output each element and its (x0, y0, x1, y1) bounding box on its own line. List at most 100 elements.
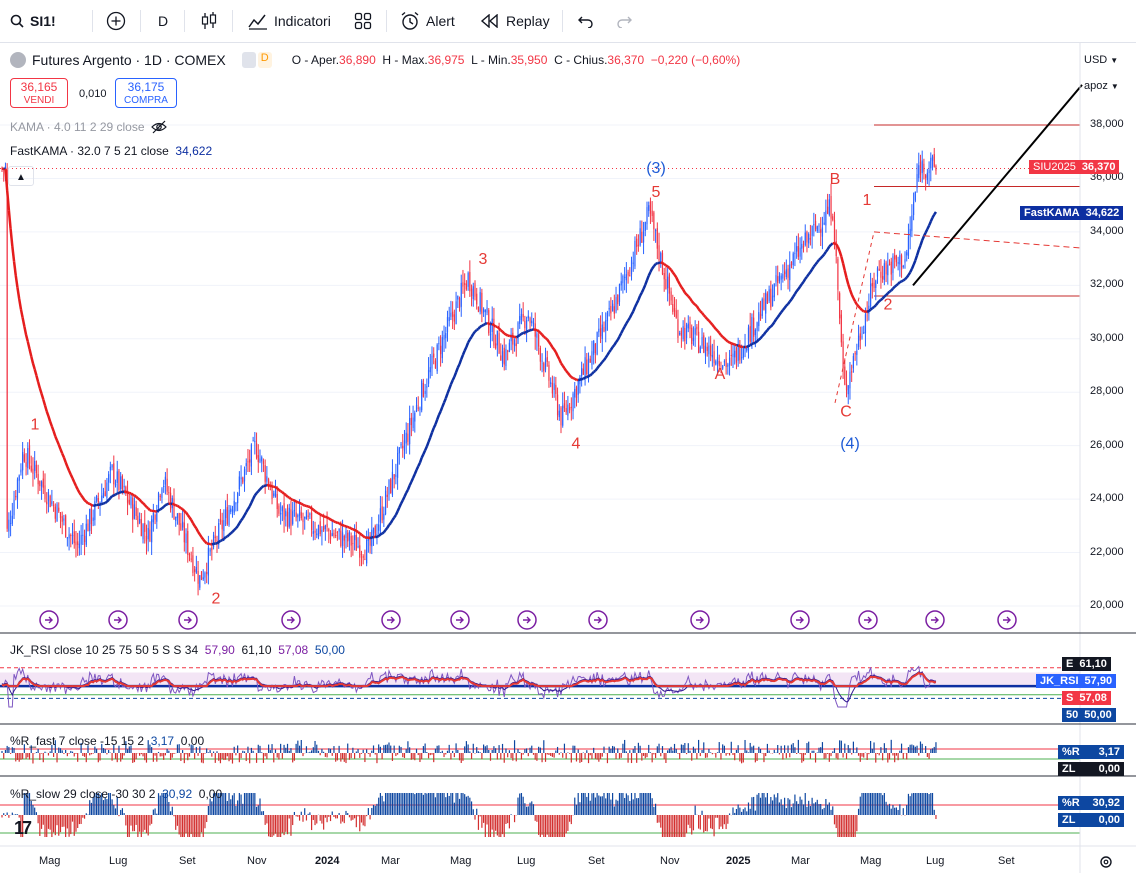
candle-body (462, 282, 464, 287)
event-marker-icon[interactable] (178, 610, 198, 630)
event-marker-icon[interactable] (450, 610, 470, 630)
add-symbol-button[interactable] (106, 0, 126, 42)
kama-segment (47, 415, 52, 422)
symbol-name: SI1! (30, 13, 56, 29)
kama-segment (873, 304, 877, 308)
event-marker-icon[interactable] (690, 610, 710, 630)
indicators-label: Indicatori (274, 13, 331, 29)
redo-button[interactable] (616, 0, 632, 42)
candle-body (262, 461, 265, 464)
currency-selector[interactable]: USD ▼ (1084, 54, 1119, 66)
kama-segment (157, 508, 161, 512)
wr-slow-tag: %R 30,92 (1058, 796, 1124, 810)
rsi-tag: JK_RSI 57,90 (1036, 674, 1117, 688)
candle-body (809, 237, 811, 240)
candle-body (747, 327, 750, 351)
event-marker-icon[interactable] (517, 610, 537, 630)
replay-button[interactable]: Replay (480, 0, 550, 42)
candle-body (883, 263, 885, 280)
kama-segment (630, 310, 635, 316)
candle-body (723, 361, 725, 363)
candle-body (427, 370, 430, 384)
kama-segment (586, 375, 590, 379)
candle-body (434, 360, 437, 369)
event-marker-icon[interactable] (39, 610, 59, 630)
kama-segment (52, 430, 57, 437)
candle-body (247, 461, 249, 463)
candle-body (317, 524, 320, 537)
fastkama-price-tag[interactable]: FastKAMA 34,622 (1020, 206, 1124, 220)
kama-segment (897, 281, 901, 285)
event-marker-icon[interactable] (588, 610, 608, 630)
kama-segment (444, 393, 449, 399)
candle-body (751, 317, 753, 344)
last-price-tag[interactable]: SIU2025 36,370 (1029, 160, 1120, 174)
candle-body (885, 262, 887, 275)
candle-body (746, 347, 748, 351)
buy-button[interactable]: 36,175 COMPRA (115, 78, 177, 108)
candle-body (379, 508, 381, 523)
event-marker-icon[interactable] (925, 610, 945, 630)
kama-segment (132, 493, 135, 497)
sell-button[interactable]: 36,165 VENDI (10, 78, 68, 108)
kama-indicator-label[interactable]: KAMA · 4.0 11 2 29 close (10, 120, 167, 134)
indicators-button[interactable]: Indicatori (248, 0, 331, 42)
event-marker-icon[interactable] (790, 610, 810, 630)
kama-segment (841, 263, 847, 271)
sell-price: 36,165 (20, 80, 58, 94)
layouts-button[interactable] (354, 0, 372, 42)
candle-body (360, 553, 363, 555)
symbol-search[interactable]: SI1! (10, 0, 56, 42)
candle-body (73, 531, 75, 544)
candle-body (476, 293, 478, 305)
kama-segment (81, 496, 86, 501)
kama-segment (878, 298, 882, 303)
alert-button[interactable]: Alert (400, 0, 455, 42)
kama-segment (386, 524, 391, 529)
event-marker-icon[interactable] (997, 610, 1017, 630)
wr-fast-panel-label[interactable]: %R_fast 7 close -15 15 2 3,17 0,00 (10, 734, 205, 748)
kama-segment (321, 514, 325, 518)
kama-segment (394, 510, 399, 516)
collapse-legend-button[interactable]: ▲ (8, 166, 34, 186)
tradingview-logo-icon[interactable]: 17 (14, 818, 32, 838)
chart-canvas[interactable]: 1 2 3 4 5 (3) A B C (4) 1 2 (0, 43, 1136, 873)
rsi-red-overlay (1, 671, 937, 688)
kama-segment (907, 271, 912, 276)
event-marker-icon[interactable] (108, 610, 128, 630)
kama-segment (753, 341, 756, 345)
kama-segment (456, 363, 461, 369)
rsi-panel-label[interactable]: JK_RSI close 10 25 75 50 5 S S 34 57,90 … (10, 643, 345, 657)
interval-button[interactable]: D (158, 0, 168, 42)
candle-body (381, 506, 383, 521)
event-marker-icon[interactable] (858, 610, 878, 630)
kama-segment (821, 253, 826, 258)
candle-body (347, 532, 349, 542)
fastkama-indicator-label[interactable]: FastKAMA · 32.0 7 5 21 close 34,622 (10, 144, 213, 158)
kama-segment (554, 351, 559, 357)
candle-body (123, 485, 125, 488)
scale-mode-selector[interactable]: apoz ▼ (1084, 80, 1119, 92)
candle-body (429, 367, 431, 373)
candle-body (897, 262, 899, 264)
candle-body (121, 475, 123, 490)
event-marker-icon[interactable] (381, 610, 401, 630)
horizontal-levels (0, 124, 1080, 297)
eye-off-icon[interactable] (150, 120, 167, 134)
candle-body (870, 283, 872, 307)
chart-type-button[interactable] (200, 0, 218, 42)
kama-segment (756, 338, 760, 343)
kama-segment (500, 329, 504, 333)
wr-slow-panel-label[interactable]: %R_slow 29 close -30 30 2 30,92 0,00 (10, 787, 223, 801)
candle-body (53, 504, 55, 506)
candle-body (221, 520, 223, 530)
event-markers[interactable] (39, 610, 1017, 630)
candle-body (864, 314, 867, 334)
candle-body (163, 485, 165, 487)
candle-body (133, 504, 136, 519)
axis-settings-button[interactable] (1098, 854, 1116, 872)
undo-button[interactable] (578, 0, 594, 42)
candle-body (472, 286, 474, 300)
candle-body (305, 511, 308, 520)
event-marker-icon[interactable] (281, 610, 301, 630)
